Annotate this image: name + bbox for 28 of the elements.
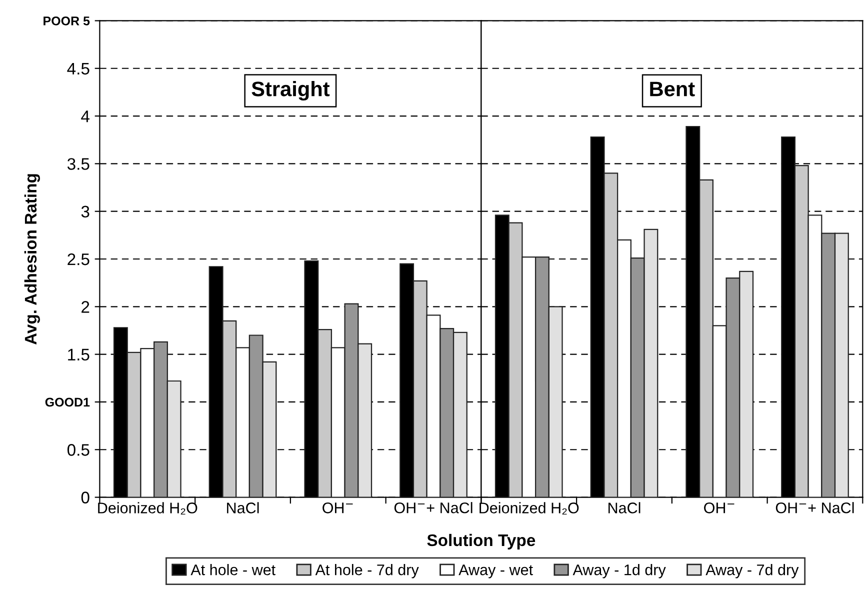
y-tick-label: 3.5: [67, 158, 90, 170]
x-tick-label: OH$^{−}$: [704, 502, 734, 514]
y-tick-label: 2.5: [68, 253, 90, 266]
y-tick-label: 0.5: [67, 444, 90, 456]
legend-label: At hole - wet: [190, 564, 276, 576]
y-tick-label: 3: [81, 206, 90, 218]
y-tick-label: POOR 5: [44, 16, 90, 26]
legend-label: Away - 7d dry: [706, 564, 799, 578]
y-tick-label: 4.5: [67, 62, 90, 75]
legend-label: Away - 1d dry: [572, 564, 666, 578]
x-tick-label: OH$^{−}$+ NaCl: [776, 502, 854, 514]
y-tick-label: 1.5: [68, 348, 90, 361]
x-tick-label: Deionized H₂O: [98, 502, 198, 515]
y-tick-label: 2: [82, 301, 90, 313]
legend-label: At hole - 7d dry: [315, 564, 419, 578]
x-axis-title: Solution Type: [427, 534, 536, 550]
annotation: Bent: [650, 82, 695, 96]
y-axis-title: Avg. Adhesion Rating: [24, 174, 40, 345]
y-tick-label: 0: [81, 492, 90, 504]
legend-label: Away - wet: [458, 564, 533, 578]
x-tick-label: OH$^{−}$+ NaCl: [394, 502, 472, 514]
x-tick-label: OH$^{−}$: [322, 502, 353, 514]
x-tick-label: NaCl: [608, 502, 640, 514]
y-tick-label: GOOD1: [45, 398, 90, 407]
x-tick-label: Deionized H₂O: [480, 502, 579, 515]
annotation: Straight: [252, 81, 330, 101]
x-tick-label: NaCl: [227, 502, 259, 514]
y-tick-label: 4: [81, 110, 90, 122]
